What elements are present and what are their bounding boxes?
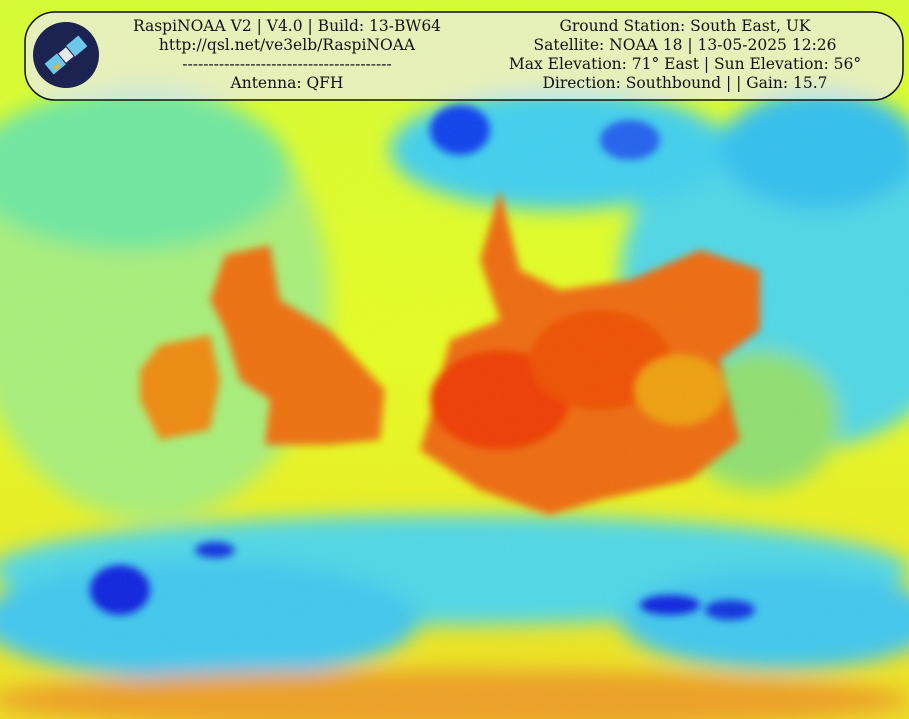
header-right-line: Direction: Southbound | | Gain: 15.7 — [542, 74, 827, 92]
logo-panel — [44, 53, 66, 75]
header-left-line: Antenna: QFH — [230, 74, 344, 92]
header-left-line: ---------------------------------------- — [182, 55, 392, 73]
header-right-line: Ground Station: South East, UK — [560, 17, 811, 35]
header-left-line: http://qsl.net/ve3elb/RaspiNOAA — [159, 36, 416, 54]
info-panel — [24, 11, 904, 101]
header-right-line: Max Elevation: 71° East | Sun Elevation:… — [509, 55, 861, 73]
logo-flame — [52, 62, 60, 70]
header-right-line: Satellite: NOAA 18 | 13-05-2025 12:26 — [533, 36, 836, 54]
logo-satellite — [44, 35, 88, 75]
header-left-line: RaspiNOAA V2 | V4.0 | Build: 13-BW64 — [133, 17, 441, 35]
logo-panel — [66, 35, 88, 57]
logo-body — [58, 47, 74, 63]
